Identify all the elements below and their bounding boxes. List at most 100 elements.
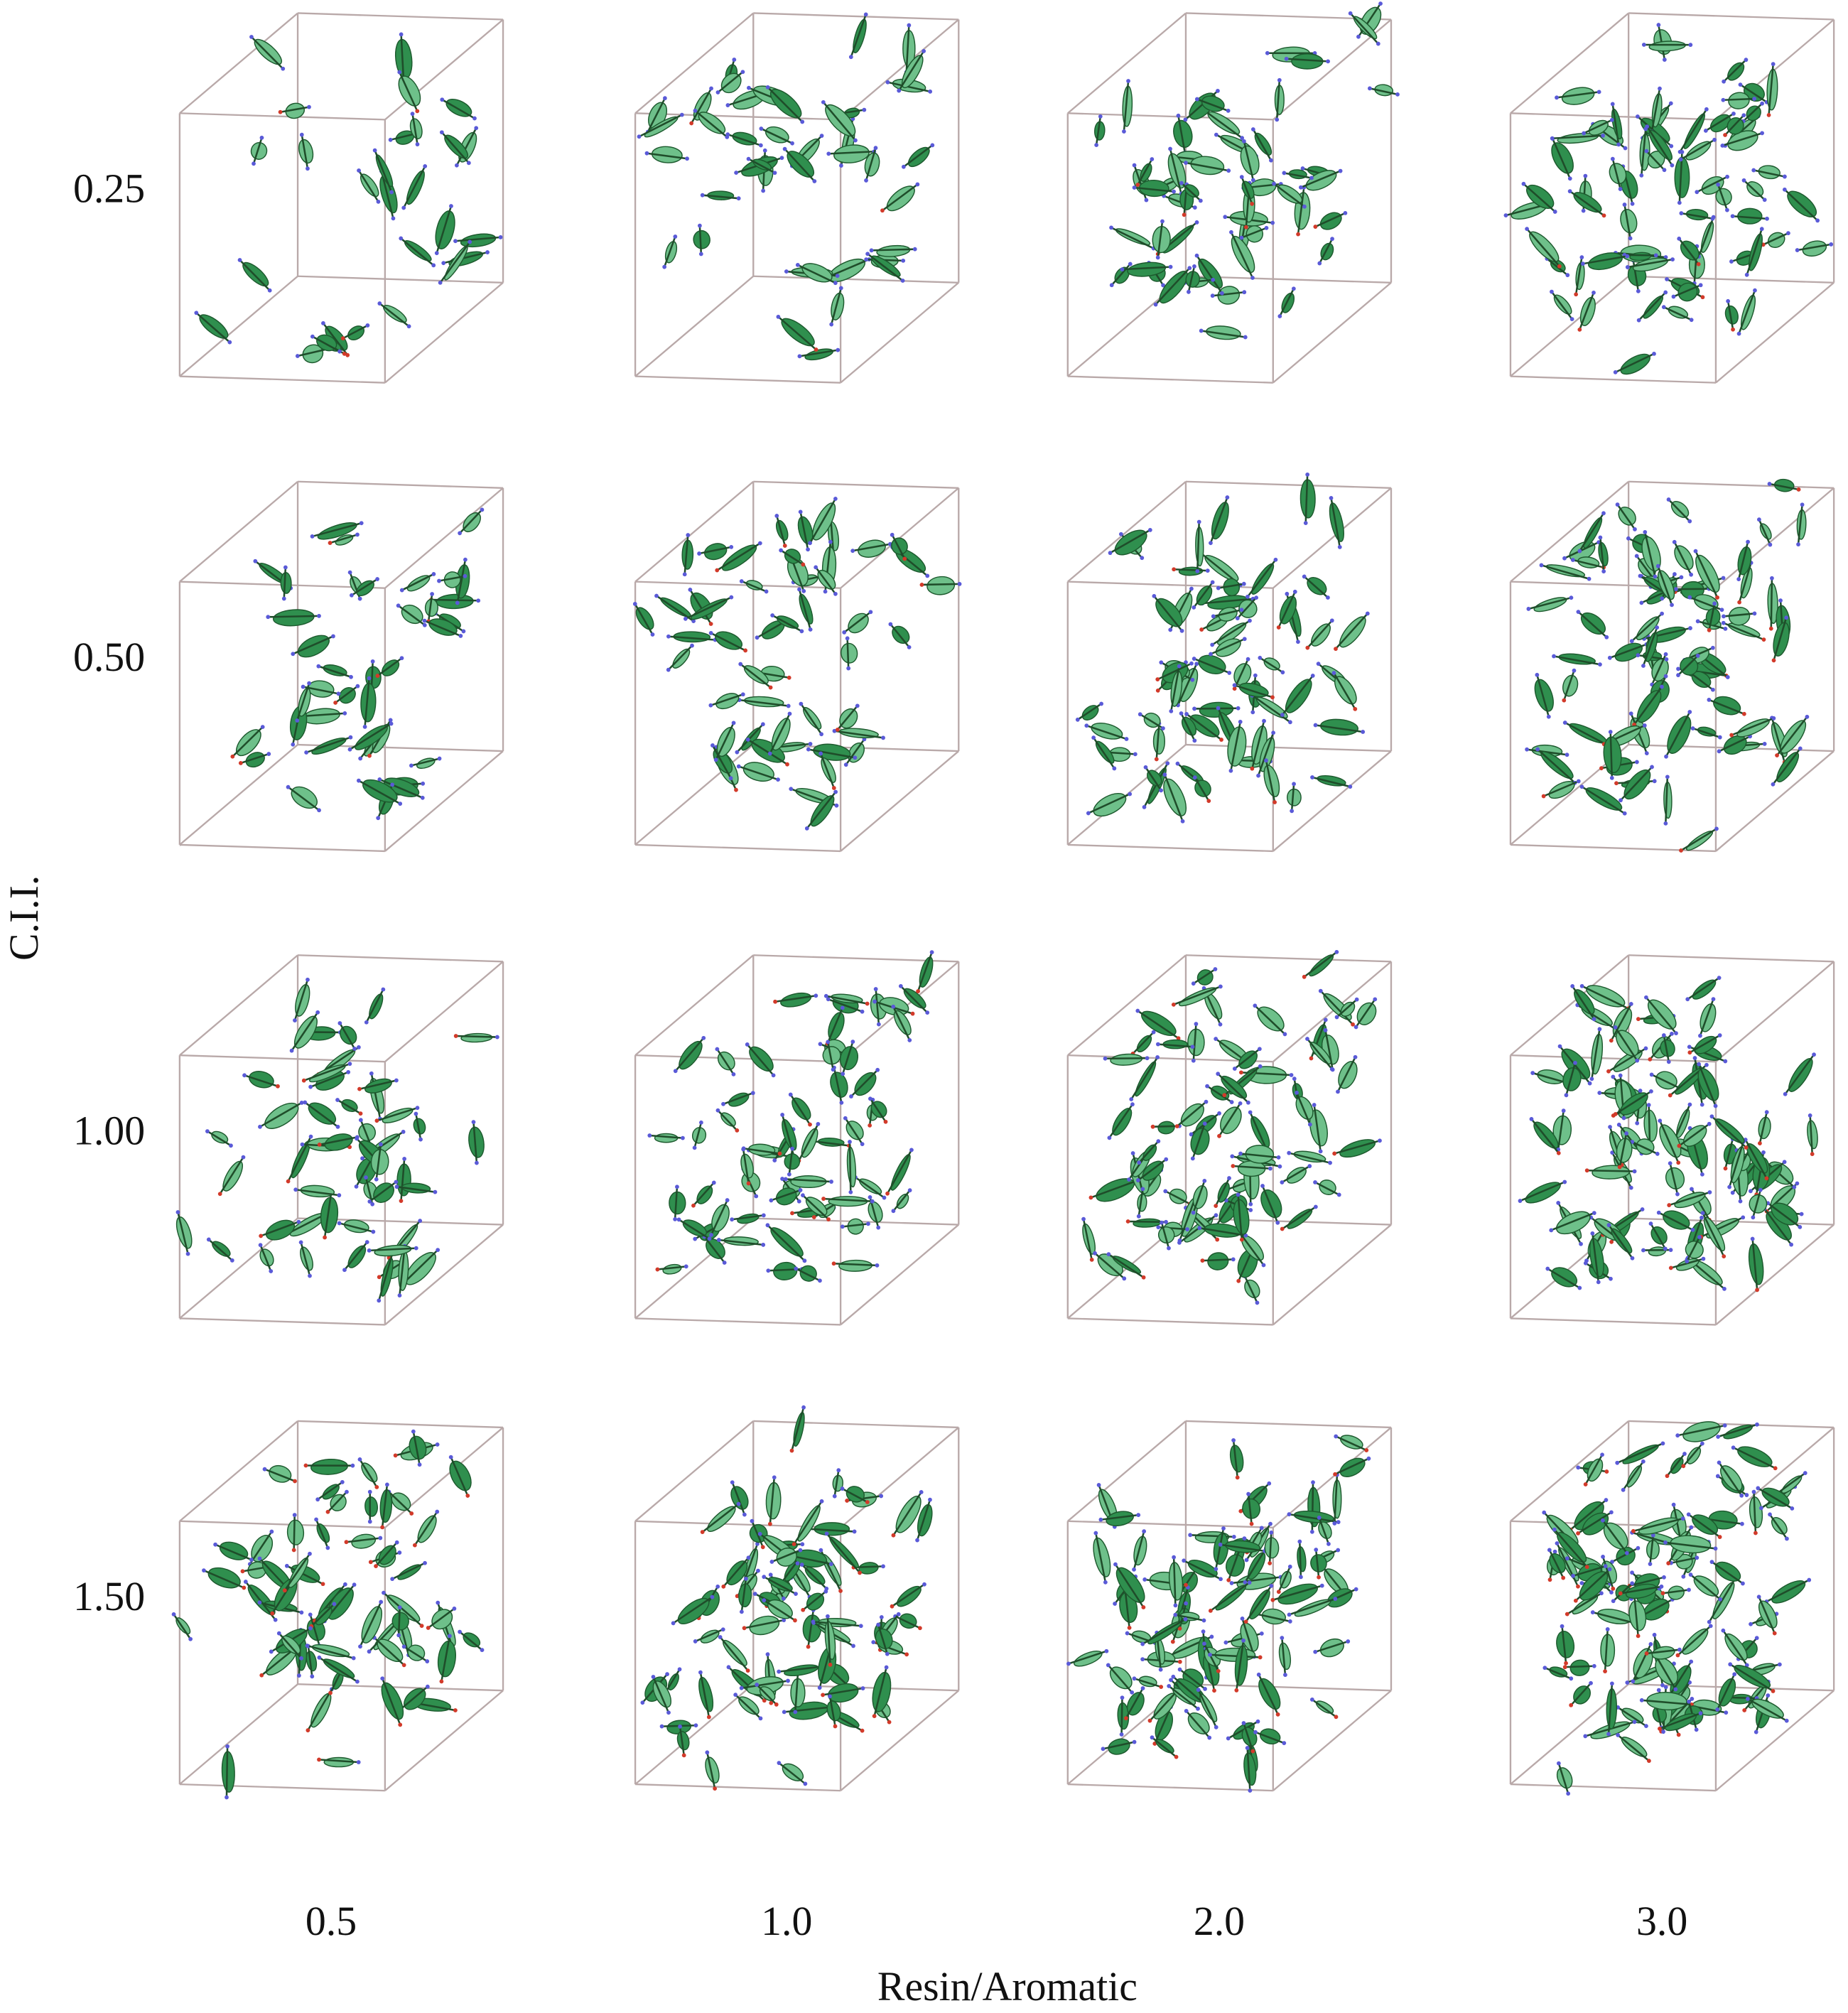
atom	[1766, 113, 1771, 117]
atom	[1150, 157, 1155, 161]
molecule-chain	[1077, 703, 1102, 721]
atom	[388, 718, 393, 723]
atom	[1577, 327, 1582, 332]
molecule-chain	[239, 259, 271, 291]
atom	[666, 1710, 671, 1715]
molecule-chain	[1644, 531, 1656, 577]
atom	[1101, 1747, 1106, 1752]
molecule-core	[1551, 1267, 1578, 1288]
molecule-chain	[1170, 666, 1180, 712]
atom	[357, 596, 362, 601]
molecule-core	[323, 664, 347, 676]
atom	[1562, 556, 1567, 561]
atom	[1309, 176, 1314, 180]
atom	[843, 762, 848, 767]
atom	[1707, 1190, 1712, 1194]
atom	[307, 104, 311, 109]
atom	[800, 119, 805, 124]
atom	[1091, 735, 1096, 740]
atom	[1109, 283, 1114, 288]
atom	[875, 1263, 880, 1268]
atom	[793, 1710, 798, 1715]
molecule-core	[1199, 701, 1234, 718]
atom	[797, 587, 801, 592]
molecule	[438, 239, 472, 285]
molecule-chain	[668, 635, 715, 641]
atom	[1727, 1184, 1732, 1189]
molecule	[1782, 187, 1820, 223]
atom	[1646, 1103, 1651, 1108]
atom	[253, 558, 258, 563]
molecule-core	[460, 1032, 493, 1043]
box-edge	[1185, 743, 1392, 752]
atom	[359, 521, 364, 526]
molecule	[818, 751, 836, 790]
box-edge	[1715, 281, 1835, 384]
atom	[832, 1494, 837, 1499]
molecule	[919, 576, 962, 595]
molecule	[1120, 261, 1173, 277]
atom	[377, 777, 382, 782]
molecule	[1625, 257, 1675, 272]
box-edge	[179, 12, 298, 114]
molecule-core	[1257, 1006, 1285, 1032]
atom	[852, 1529, 857, 1534]
atom	[697, 551, 701, 556]
molecule	[1644, 995, 1678, 1036]
molecule-core	[841, 642, 858, 664]
atom	[1264, 758, 1268, 763]
atom	[797, 354, 802, 359]
atom	[1584, 1168, 1589, 1173]
molecule-chain	[710, 632, 746, 652]
atom	[1214, 132, 1219, 137]
atom	[291, 652, 296, 657]
box-edge	[840, 750, 960, 852]
molecule-chain	[1241, 227, 1267, 239]
atom	[303, 1463, 308, 1468]
atom	[1668, 1248, 1673, 1253]
molecule	[250, 135, 268, 166]
atom	[692, 1145, 697, 1150]
molecule-chain	[1177, 115, 1186, 153]
atom	[365, 323, 370, 328]
molecule	[773, 992, 818, 1008]
atom	[1564, 1093, 1569, 1098]
box-edge	[1067, 480, 1187, 583]
atom	[1610, 1681, 1614, 1686]
molecule	[1673, 581, 1712, 600]
molecule-chain	[1187, 266, 1196, 293]
atom	[1250, 201, 1255, 206]
molecule	[890, 532, 908, 561]
box-edge	[179, 744, 298, 846]
atom	[1754, 1729, 1758, 1734]
atom	[1297, 1539, 1302, 1544]
atom	[829, 322, 834, 327]
atom	[925, 573, 930, 578]
molecule-core	[1163, 778, 1187, 816]
atom	[1231, 1534, 1236, 1539]
molecule	[1194, 253, 1224, 296]
atom	[865, 1001, 870, 1006]
molecule	[691, 1120, 707, 1150]
atom	[498, 235, 503, 239]
atom	[409, 763, 414, 768]
atom	[402, 1157, 407, 1161]
molecule	[673, 1035, 706, 1074]
atom	[682, 572, 687, 577]
atom	[1075, 717, 1080, 722]
molecule-chain	[1678, 238, 1700, 265]
atom	[1298, 185, 1303, 190]
atom	[1723, 1166, 1728, 1171]
atom	[1158, 1667, 1163, 1672]
atom	[1195, 568, 1200, 573]
atom	[1679, 575, 1684, 580]
molecule-chain	[891, 534, 906, 560]
molecule	[831, 1259, 880, 1272]
atom	[1660, 611, 1664, 616]
molecule-chain	[887, 81, 931, 93]
atom	[300, 1142, 305, 1147]
atom	[1764, 1110, 1769, 1115]
molecule-chain	[443, 251, 488, 264]
molecule-chain	[1624, 254, 1656, 257]
atom	[1721, 97, 1726, 102]
